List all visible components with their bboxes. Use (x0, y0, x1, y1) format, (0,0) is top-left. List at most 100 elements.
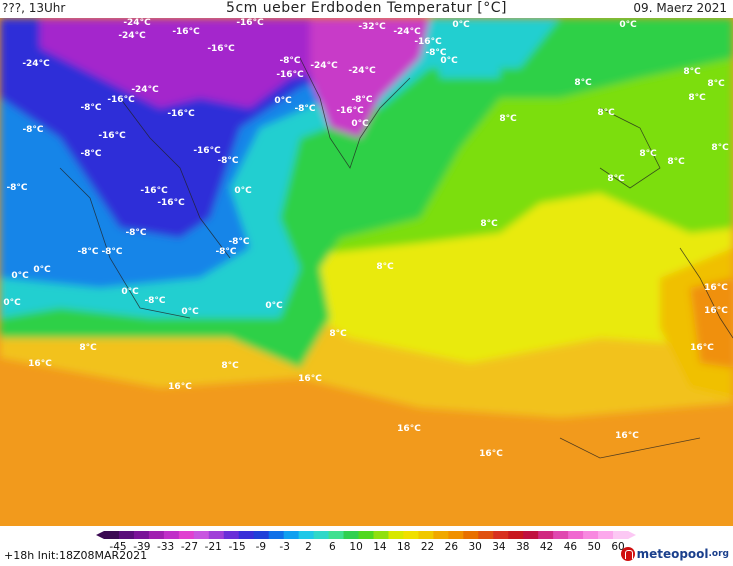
color-legend-label: -27 (180, 541, 198, 553)
color-legend-label: 38 (516, 541, 530, 553)
color-legend-swatch (133, 531, 150, 539)
temperature-label: -8°C (22, 125, 43, 135)
temperature-label: 0°C (265, 301, 283, 311)
color-legend-label: 6 (328, 541, 336, 553)
temperature-label: 0°C (11, 271, 29, 281)
temperature-label: -8°C (279, 56, 300, 66)
color-legend-label: -33 (157, 541, 175, 553)
temperature-label: -24°C (310, 61, 338, 71)
temperature-label: -8°C (125, 228, 146, 238)
color-legend (96, 531, 636, 539)
temperature-label: -8°C (351, 95, 372, 105)
temperature-label: -32°C (358, 22, 386, 32)
logo-text: meteopool (636, 547, 709, 561)
forecast-date: 09. Maerz 2021 (633, 1, 727, 15)
temperature-label: -8°C (80, 149, 101, 159)
temperature-label: 8°C (707, 79, 725, 89)
temperature-label: -16°C (207, 44, 235, 54)
logo-icon (620, 547, 635, 561)
color-legend-swatch (373, 531, 389, 539)
color-legend-swatch (508, 531, 524, 539)
temperature-label: 8°C (607, 174, 625, 184)
color-legend-swatch (313, 531, 330, 539)
temperature-label: 8°C (376, 262, 394, 272)
color-legend-swatch (223, 531, 240, 539)
temperature-label: 0°C (234, 186, 252, 196)
temperature-label: 0°C (440, 56, 458, 66)
temperature-label: 0°C (33, 265, 51, 275)
color-legend-swatch (104, 531, 120, 539)
temperature-label: -16°C (336, 106, 364, 116)
color-legend-swatch (538, 531, 554, 539)
temperature-label: 8°C (329, 329, 347, 339)
temperature-label: 16°C (397, 424, 421, 434)
color-legend-swatch (403, 531, 419, 539)
color-legend-label: 22 (420, 541, 435, 553)
temperature-label: 8°C (574, 78, 592, 88)
color-legend-swatch (193, 531, 210, 539)
color-legend-label: 42 (539, 541, 554, 553)
meteopool-logo[interactable]: meteopool .org (620, 545, 729, 563)
color-legend-swatch (178, 531, 195, 539)
color-legend-label: 10 (349, 541, 363, 553)
temperature-label: -16°C (414, 37, 442, 47)
temperature-label: 8°C (667, 157, 685, 167)
temperature-label: -8°C (144, 296, 165, 306)
temperature-label: 0°C (274, 96, 292, 106)
temperature-label: 16°C (298, 374, 322, 384)
color-legend-swatch (328, 531, 345, 539)
temperature-label: -16°C (157, 198, 185, 208)
footer-area (0, 526, 733, 566)
temperature-label: -16°C (172, 27, 200, 37)
temperature-label: 16°C (168, 382, 192, 392)
color-legend-label: -45 (109, 541, 127, 553)
color-legend-swatch (298, 531, 315, 539)
temperature-label: -8°C (80, 103, 101, 113)
temperature-label: 8°C (639, 149, 657, 159)
temperature-label: -8°C (215, 247, 236, 257)
coastlines (59, 57, 733, 459)
color-legend-swatch (583, 531, 599, 539)
color-legend-min-arrow (96, 531, 104, 539)
color-legend-swatch (523, 531, 539, 539)
color-legend-swatch (388, 531, 404, 539)
color-legend-label: -3 (279, 541, 290, 553)
color-legend-label: -15 (228, 541, 246, 553)
temperature-label: 16°C (704, 306, 728, 316)
color-legend-swatch (283, 531, 300, 539)
temperature-label: -8°C (294, 104, 315, 114)
logo-suffix: .org (708, 549, 729, 559)
temperature-label: 0°C (351, 119, 369, 129)
temperature-label: 8°C (597, 108, 615, 118)
temperature-label: -16°C (107, 95, 135, 105)
temperature-label: -16°C (98, 131, 126, 141)
temperature-label: 8°C (79, 343, 97, 353)
temperature-label: 8°C (683, 67, 701, 77)
color-legend-swatch (448, 531, 464, 539)
color-legend-swatch (268, 531, 285, 539)
color-legend-label: 50 (587, 541, 601, 553)
color-legend-swatch (118, 531, 135, 539)
forecast-time-label: ???, 13Uhr (2, 1, 66, 15)
color-legend-swatch (253, 531, 270, 539)
temperature-labels: -24°C-24°C -16°C-16°C -32°C -24°C-16°C-24°C… (3, 18, 729, 459)
color-legend-label: 34 (492, 541, 506, 553)
temperature-label: -16°C (193, 146, 221, 156)
color-legend-label: 30 (468, 541, 482, 553)
color-legend-swatch (493, 531, 509, 539)
color-legend-swatch (238, 531, 255, 539)
temperature-label: 0°C (121, 287, 139, 297)
temperature-label: -24°C (393, 27, 421, 37)
temperature-label: 0°C (3, 298, 21, 308)
temperature-label: 0°C (181, 307, 199, 317)
temperature-label: 16°C (479, 449, 503, 459)
temperature-map: -24°C-24°C -16°C-16°C -32°C -24°C-16°C-24°C… (0, 18, 733, 526)
temperature-label: -16°C (236, 18, 264, 28)
temperature-label: 0°C (619, 20, 637, 30)
temperature-label: -8°C (425, 48, 446, 58)
color-legend-swatch (553, 531, 569, 539)
color-legend-swatch (463, 531, 479, 539)
color-legend-swatch (148, 531, 165, 539)
temperature-label: 8°C (688, 93, 706, 103)
temperature-label: 16°C (690, 343, 714, 353)
